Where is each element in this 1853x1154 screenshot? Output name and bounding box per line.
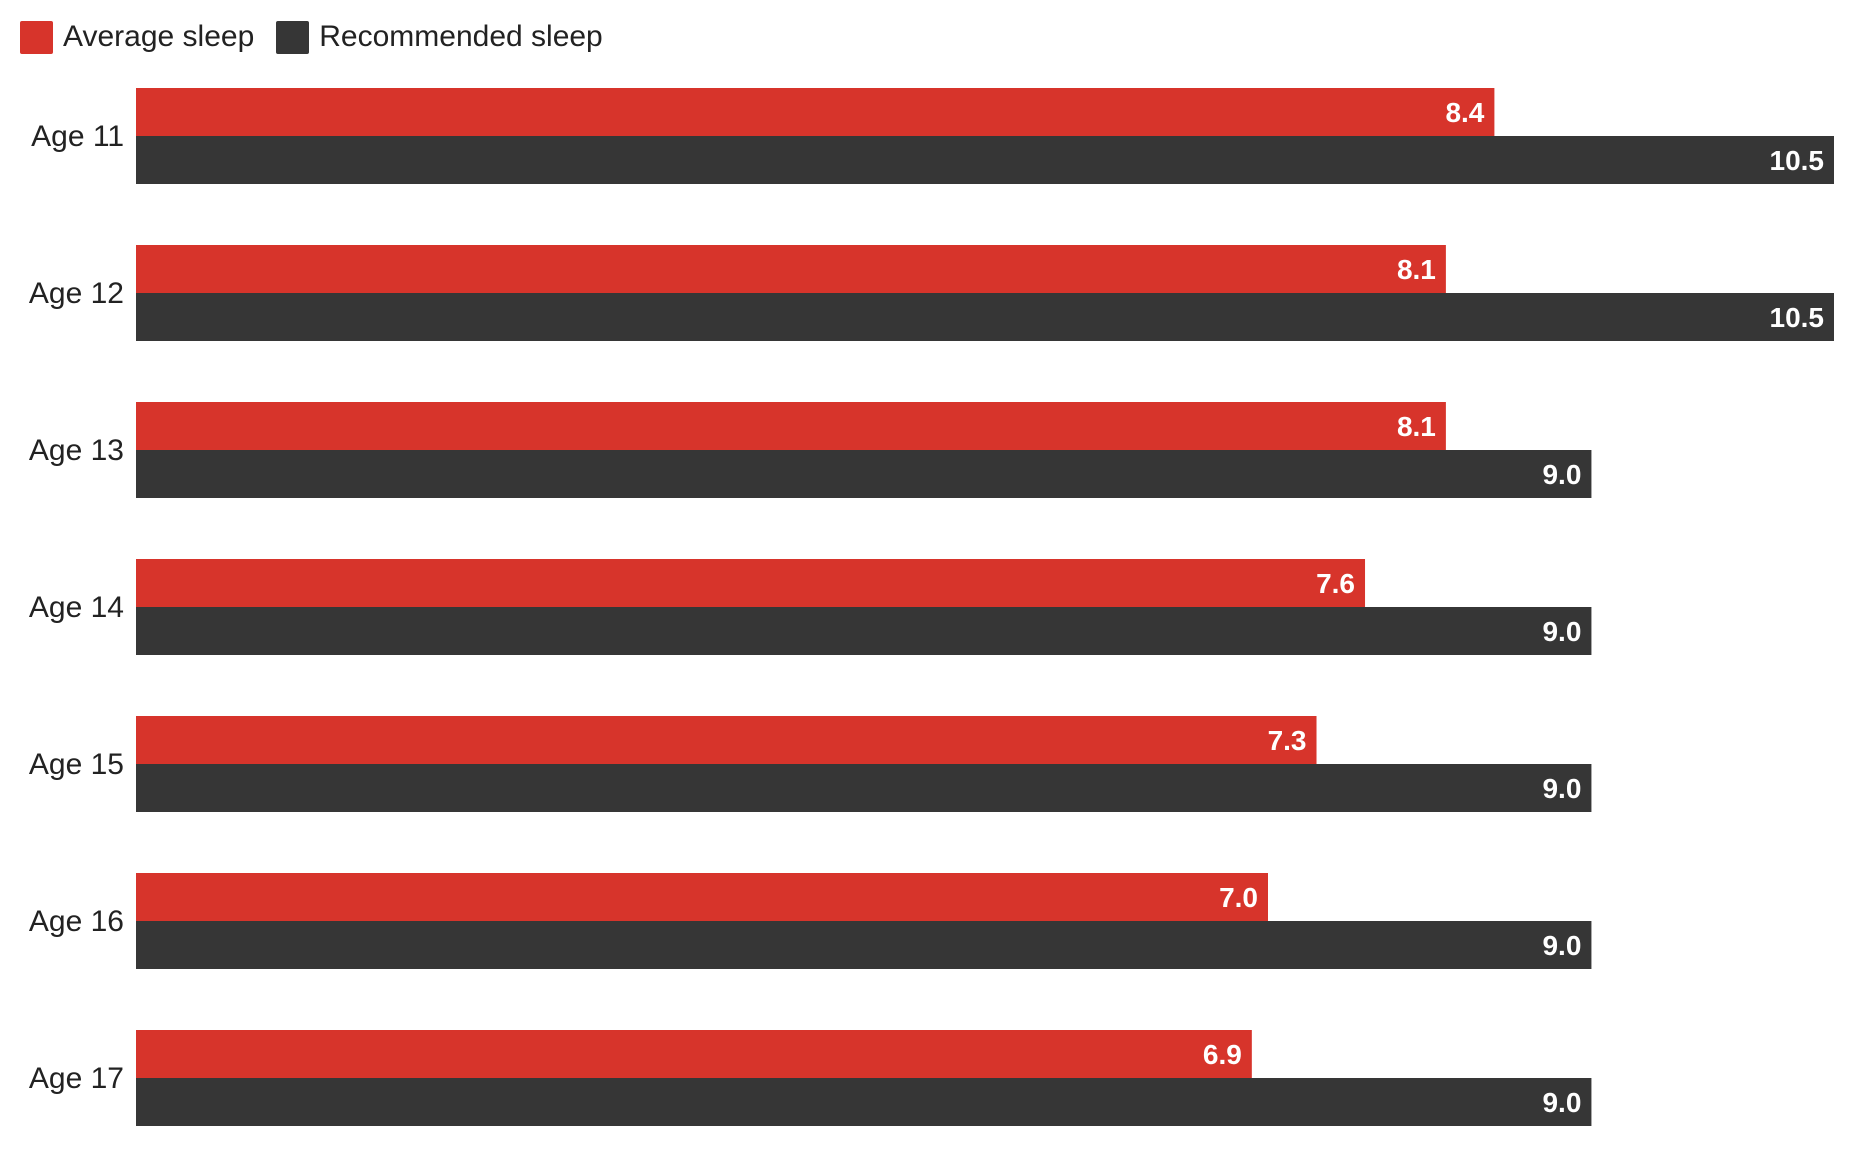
legend-swatch-recommended-sleep: [276, 20, 310, 54]
value-label-recommended-sleep-age-14: 9.0: [1542, 616, 1581, 647]
value-label-average-sleep-age-16: 7.0: [1219, 882, 1258, 913]
bar-average-sleep-age-11[interactable]: [136, 88, 1495, 136]
category-label-age-12: Age 12: [29, 277, 124, 310]
bar-recommended-sleep-age-17[interactable]: [136, 1078, 1592, 1126]
legend-item-recommended-sleep[interactable]: Recommended sleep: [276, 20, 603, 54]
legend-label-average-sleep: Average sleep: [63, 20, 255, 53]
value-label-recommended-sleep-age-17: 9.0: [1542, 1087, 1581, 1118]
category-label-age-15: Age 15: [29, 748, 124, 781]
category-label-age-11: Age 11: [31, 120, 124, 153]
bar-average-sleep-age-17[interactable]: [136, 1030, 1252, 1078]
legend: Average sleep Recommended sleep: [20, 20, 603, 54]
value-label-recommended-sleep-age-16: 9.0: [1542, 930, 1581, 961]
category-label-age-14: Age 14: [29, 591, 124, 624]
category-label-age-13: Age 13: [29, 434, 124, 467]
bar-average-sleep-age-13[interactable]: [136, 402, 1446, 450]
value-label-average-sleep-age-14: 7.6: [1316, 568, 1355, 599]
value-label-recommended-sleep-age-15: 9.0: [1542, 773, 1581, 804]
legend-swatch-average-sleep: [20, 20, 53, 54]
value-label-average-sleep-age-12: 8.1: [1397, 254, 1436, 285]
bar-recommended-sleep-age-13[interactable]: [136, 450, 1592, 498]
value-label-average-sleep-age-11: 8.4: [1445, 97, 1484, 128]
category-label-age-16: Age 16: [29, 905, 124, 938]
bar-recommended-sleep-age-11[interactable]: [136, 136, 1834, 184]
value-label-average-sleep-age-15: 7.3: [1268, 725, 1307, 756]
value-label-recommended-sleep-age-11: 10.5: [1770, 145, 1825, 176]
value-label-recommended-sleep-age-13: 9.0: [1542, 459, 1581, 490]
bar-recommended-sleep-age-15[interactable]: [136, 764, 1592, 812]
bar-recommended-sleep-age-16[interactable]: [136, 921, 1592, 969]
value-label-average-sleep-age-17: 6.9: [1203, 1039, 1242, 1070]
bar-average-sleep-age-14[interactable]: [136, 559, 1366, 607]
bar-average-sleep-age-16[interactable]: [136, 873, 1268, 921]
legend-item-average-sleep[interactable]: Average sleep: [20, 20, 254, 54]
bar-recommended-sleep-age-14[interactable]: [136, 607, 1592, 655]
category-label-age-17: Age 17: [29, 1062, 124, 1095]
value-label-average-sleep-age-13: 8.1: [1397, 411, 1436, 442]
legend-label-recommended-sleep: Recommended sleep: [319, 20, 603, 53]
value-label-recommended-sleep-age-12: 10.5: [1770, 302, 1825, 333]
bar-average-sleep-age-12[interactable]: [136, 245, 1446, 293]
bar-average-sleep-age-15[interactable]: [136, 716, 1317, 764]
bar-recommended-sleep-age-12[interactable]: [136, 293, 1834, 341]
